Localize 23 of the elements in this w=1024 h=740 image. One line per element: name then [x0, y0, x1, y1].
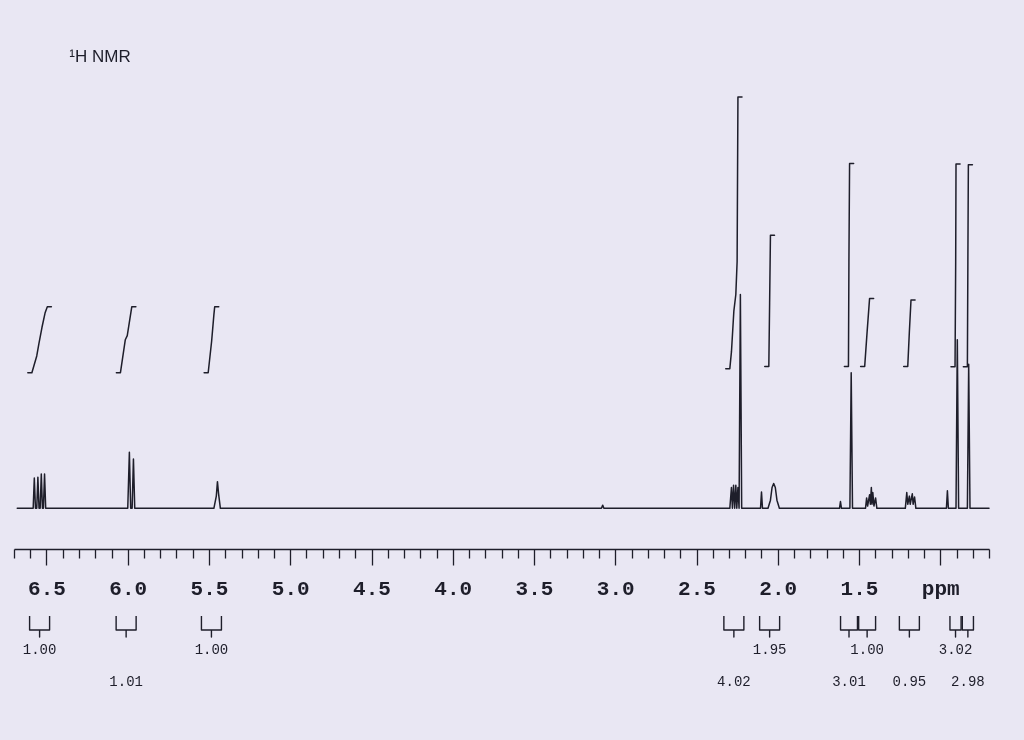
x-tick-label: 3.5	[515, 577, 554, 601]
chart-title: ¹H NMR	[69, 47, 131, 67]
x-tick-label: 5.5	[190, 577, 229, 601]
x-tick-label: ppm	[921, 577, 960, 601]
x-tick-label: 4.0	[434, 577, 473, 601]
text: 0.95	[892, 674, 927, 690]
x-tick-label: 2.0	[759, 577, 798, 601]
text: 1.00	[22, 642, 57, 658]
x-tick-label: 1.5	[840, 577, 879, 601]
text: 1.95	[752, 642, 787, 658]
text: 1.00	[194, 642, 229, 658]
text: 3.02	[938, 642, 973, 658]
text: 2.98	[951, 674, 985, 690]
text: 3.01	[832, 674, 866, 690]
text: 1.00	[850, 642, 884, 658]
x-tick-label: 6.0	[109, 577, 148, 601]
text: 1.01	[109, 674, 143, 690]
text: 4.02	[717, 674, 751, 690]
x-tick-label: 4.5	[353, 577, 391, 601]
x-tick-label: 6.5	[28, 577, 66, 601]
x-tick-label: 2.5	[678, 577, 716, 601]
x-tick-label: 3.0	[596, 577, 635, 601]
x-tick-label: 5.0	[271, 577, 310, 601]
